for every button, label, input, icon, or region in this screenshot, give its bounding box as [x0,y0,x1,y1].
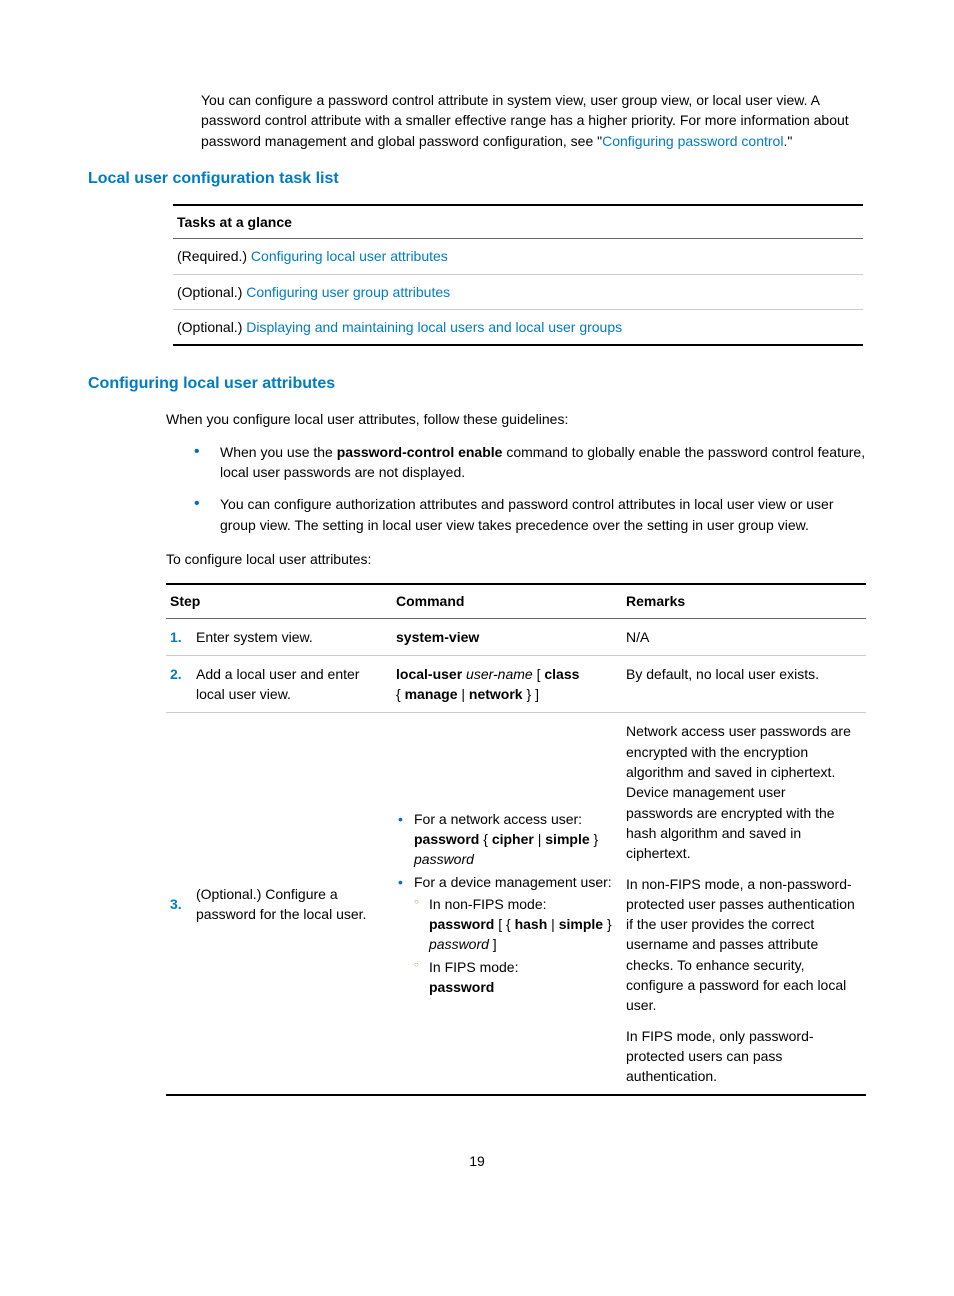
cmd-bold: network [469,686,523,702]
link-task-displaying-maintaining[interactable]: Displaying and maintaining local users a… [246,319,622,335]
task-prefix: (Optional.) [177,284,246,300]
step-remarks: N/A [622,618,866,655]
guideline-item: You can configure authorization attribut… [194,494,866,535]
step-command: For a network access user: password { ci… [392,713,622,1096]
cmd-text: { [479,831,491,847]
cmd-italic: password [414,851,474,867]
remarks-para: Network access user passwords are encryp… [626,721,856,863]
cmd-sublabel: In non-FIPS mode: [429,896,547,912]
cmd-list-item: For a network access user: password { ci… [396,809,612,870]
cmd-bold: local-user [396,666,462,682]
cmd-text: } [603,916,612,932]
cmd-bold: password [429,979,494,995]
step-desc: Enter system view. [192,618,392,655]
cmd-sublabel: In FIPS mode: [429,959,518,975]
link-task-configuring-local-user-attributes[interactable]: Configuring local user attributes [251,248,448,264]
cmd-text: } [590,831,599,847]
step-desc: Add a local user and enter local user vi… [192,655,392,713]
step-number: 3. [166,713,192,1096]
step-row: 3. (Optional.) Configure a password for … [166,713,866,1096]
tasks-table-header: Tasks at a glance [173,205,863,239]
heading-task-list: Local user configuration task list [88,167,866,190]
cmd-text: } ] [523,686,539,702]
step-command: local-user user-name [ class { manage | … [392,655,622,713]
link-task-configuring-user-group-attributes[interactable]: Configuring user group attributes [246,284,450,300]
step-row: 1. Enter system view. system-view N/A [166,618,866,655]
steps-table: Step Command Remarks 1. Enter system vie… [166,583,866,1096]
cmd-bold: password [414,831,479,847]
cmd-bold: simple [545,831,589,847]
cmd-list-item: For a device management user: In non-FIP… [396,872,612,998]
cmd-sublist-item: In non-FIPS mode: password [ { hash | si… [414,894,612,955]
intro-text-after: ." [783,133,792,149]
step-number: 2. [166,655,192,713]
cmd-label: For a device management user: [414,874,612,890]
task-prefix: (Optional.) [177,319,246,335]
col-remarks: Remarks [622,584,866,618]
cmd-italic: password [429,936,489,952]
step-command: system-view [392,618,622,655]
cmd-bold: class [544,666,579,682]
step-desc: (Optional.) Configure a password for the… [192,713,392,1096]
task-row: (Required.) Configuring local user attri… [173,239,863,274]
cmd-sublist-item: In FIPS mode: password [414,957,612,998]
cmd-text: { [396,686,405,702]
remarks-para: In FIPS mode, only password-protected us… [626,1026,856,1087]
task-row: (Optional.) Displaying and maintaining l… [173,309,863,345]
page-number: 19 [88,1151,866,1171]
guidelines-list: When you use the password-control enable… [88,442,866,535]
cmd-bold: system-view [396,629,479,645]
guideline-text: When you use the [220,444,337,460]
tasks-table: Tasks at a glance (Required.) Configurin… [173,204,863,346]
step-number: 1. [166,618,192,655]
step-remarks: By default, no local user exists. [622,655,866,713]
cmd-text: | [534,831,545,847]
guidelines-intro: When you configure local user attributes… [88,409,866,429]
cmd-italic: user-name [462,666,536,682]
step-remarks: Network access user passwords are encryp… [622,713,866,1096]
col-step: Step [166,584,392,618]
heading-configuring-local-user-attributes: Configuring local user attributes [88,372,866,395]
cmd-bold: password [429,916,494,932]
cmd-bold: manage [405,686,458,702]
task-row: (Optional.) Configuring user group attri… [173,274,863,309]
guideline-item: When you use the password-control enable… [194,442,866,483]
cmd-bold: simple [559,916,603,932]
col-command: Command [392,584,622,618]
cmd-text: | [458,686,469,702]
remarks-para: In non-FIPS mode, a non-password-protect… [626,874,856,1016]
steps-lead: To configure local user attributes: [88,549,866,569]
step-row: 2. Add a local user and enter local user… [166,655,866,713]
cmd-label: For a network access user: [414,811,582,827]
link-configuring-password-control[interactable]: Configuring password control [602,133,783,149]
cmd-text: ] [489,936,497,952]
guideline-bold: password-control enable [337,444,503,460]
task-prefix: (Required.) [177,248,251,264]
cmd-bold: cipher [492,831,534,847]
cmd-bold: hash [515,916,548,932]
cmd-text: | [547,916,558,932]
intro-paragraph: You can configure a password control att… [88,90,866,151]
cmd-text: [ { [494,916,514,932]
